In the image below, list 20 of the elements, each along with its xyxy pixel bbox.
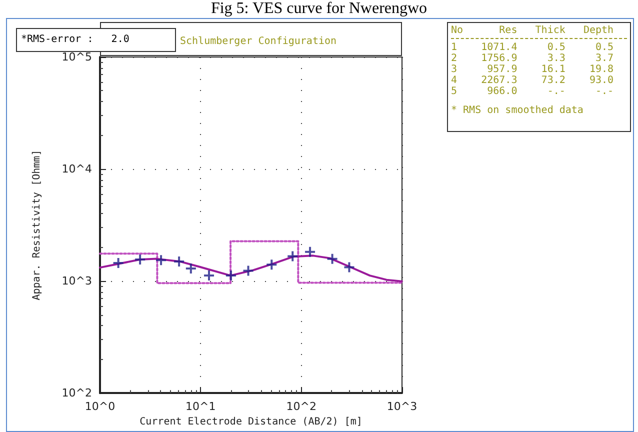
- y-tick-label: 10^5: [62, 50, 92, 64]
- x-axis-title: Current Electrode Distance (AB/2) [m]: [140, 416, 362, 428]
- text: *RMS-error : 2.0: [16, 28, 176, 52]
- y-tick-label: 10^3: [62, 274, 92, 288]
- y-tick-label: 10^4: [62, 162, 92, 176]
- y-tick-label: 10^2: [62, 386, 92, 400]
- chart-title: Fig 5: VES curve for Nwerengwo: [210, 0, 428, 17]
- text: Schlumberger Configuration: [180, 36, 337, 47]
- text: * RMS on smoothed data: [451, 105, 584, 116]
- text: 5 966.0 -.- -.-: [451, 86, 615, 97]
- x-tick-label: 10^1: [186, 400, 216, 414]
- x-tick-label: 10^3: [386, 400, 418, 414]
- text: 2 1756.9 3.3 3.7: [451, 53, 615, 64]
- text: No Res Thick Depth: [451, 25, 627, 39]
- text: 1 1071.4 0.5 0.5: [451, 42, 615, 53]
- y-axis-title: Appar. Resistivity [Ohmm]: [32, 150, 42, 300]
- text: 3 957.9 16.1 19.8: [451, 64, 615, 75]
- x-tick-label: 10^2: [286, 400, 316, 414]
- text: 4 2267.3 73.2 93.0: [451, 75, 615, 86]
- x-tick-label: 10^0: [84, 400, 116, 414]
